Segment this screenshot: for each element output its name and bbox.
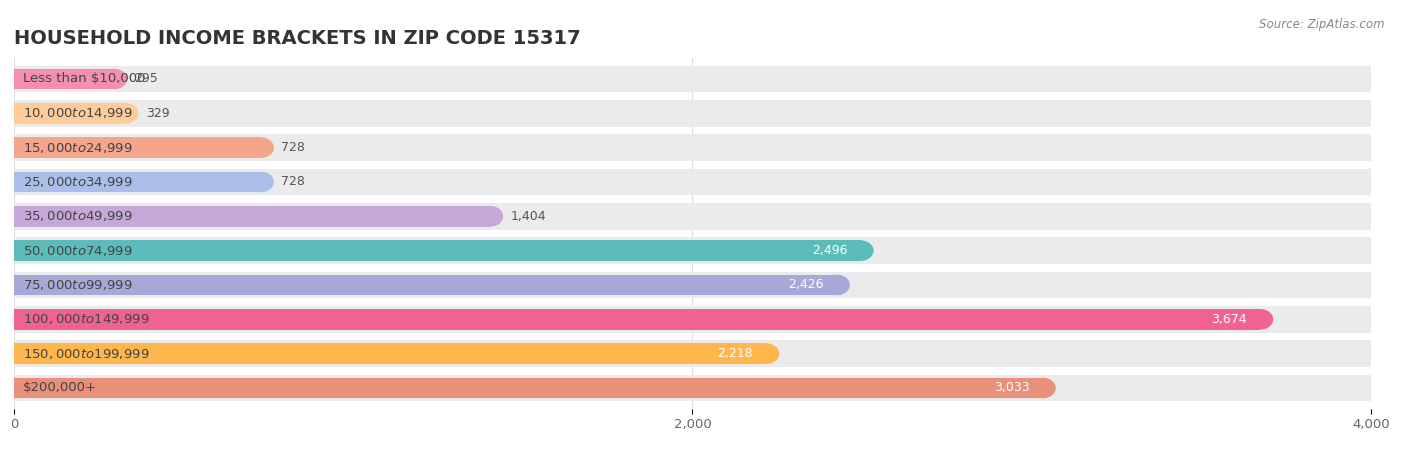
Bar xyxy=(14,203,1371,230)
Ellipse shape xyxy=(1,378,27,398)
Text: 2,218: 2,218 xyxy=(717,347,752,360)
Bar xyxy=(14,172,262,192)
Ellipse shape xyxy=(1,69,27,89)
Ellipse shape xyxy=(0,374,31,401)
Bar xyxy=(14,240,860,261)
Ellipse shape xyxy=(1,137,27,158)
Text: HOUSEHOLD INCOME BRACKETS IN ZIP CODE 15317: HOUSEHOLD INCOME BRACKETS IN ZIP CODE 15… xyxy=(14,30,581,48)
Ellipse shape xyxy=(1,240,27,261)
Bar xyxy=(14,206,491,227)
Ellipse shape xyxy=(247,137,274,158)
Ellipse shape xyxy=(0,100,31,127)
Bar xyxy=(14,343,766,364)
Bar xyxy=(14,378,1043,398)
Text: 2,496: 2,496 xyxy=(811,244,848,257)
Ellipse shape xyxy=(101,69,127,89)
Ellipse shape xyxy=(1247,309,1274,330)
Bar xyxy=(14,137,262,158)
Text: $100,000 to $149,999: $100,000 to $149,999 xyxy=(22,313,149,326)
Text: 295: 295 xyxy=(135,72,159,85)
Ellipse shape xyxy=(0,134,31,161)
Bar xyxy=(14,66,1371,92)
Text: $25,000 to $34,999: $25,000 to $34,999 xyxy=(22,175,132,189)
Ellipse shape xyxy=(1,309,27,330)
Ellipse shape xyxy=(0,306,31,333)
Text: 1,404: 1,404 xyxy=(510,210,547,223)
Ellipse shape xyxy=(478,206,503,227)
Text: Less than $10,000: Less than $10,000 xyxy=(22,72,145,85)
Text: $15,000 to $24,999: $15,000 to $24,999 xyxy=(22,141,132,154)
Bar xyxy=(14,168,1371,195)
Ellipse shape xyxy=(247,172,274,192)
Ellipse shape xyxy=(1354,340,1388,367)
Text: 728: 728 xyxy=(281,141,305,154)
Text: $75,000 to $99,999: $75,000 to $99,999 xyxy=(22,278,132,292)
Bar xyxy=(14,272,1371,299)
Ellipse shape xyxy=(0,168,31,195)
Text: 2,426: 2,426 xyxy=(787,278,824,291)
Bar xyxy=(14,237,1371,264)
Bar xyxy=(14,275,837,295)
Ellipse shape xyxy=(0,66,31,92)
Ellipse shape xyxy=(1354,306,1388,333)
Bar xyxy=(14,100,1371,127)
Text: 329: 329 xyxy=(146,107,170,120)
Text: Source: ZipAtlas.com: Source: ZipAtlas.com xyxy=(1260,18,1385,31)
Ellipse shape xyxy=(1354,237,1388,264)
Text: 3,033: 3,033 xyxy=(994,382,1029,395)
Bar xyxy=(14,134,1371,161)
Ellipse shape xyxy=(0,237,31,264)
Bar xyxy=(14,306,1371,333)
Text: $150,000 to $199,999: $150,000 to $199,999 xyxy=(22,347,149,361)
Ellipse shape xyxy=(0,340,31,367)
Ellipse shape xyxy=(824,275,849,295)
Ellipse shape xyxy=(1,172,27,192)
Ellipse shape xyxy=(848,240,873,261)
Ellipse shape xyxy=(0,203,31,230)
Ellipse shape xyxy=(1031,378,1056,398)
Ellipse shape xyxy=(0,272,31,299)
Ellipse shape xyxy=(1,275,27,295)
Ellipse shape xyxy=(754,343,779,364)
Ellipse shape xyxy=(1,343,27,364)
Ellipse shape xyxy=(1354,66,1388,92)
Ellipse shape xyxy=(1354,100,1388,127)
Ellipse shape xyxy=(1354,168,1388,195)
Ellipse shape xyxy=(112,103,139,123)
Text: $50,000 to $74,999: $50,000 to $74,999 xyxy=(22,244,132,258)
Ellipse shape xyxy=(1,103,27,123)
Text: 728: 728 xyxy=(281,176,305,189)
Bar xyxy=(14,340,1371,367)
Text: 3,674: 3,674 xyxy=(1211,313,1247,326)
Bar xyxy=(14,309,1260,330)
Text: $200,000+: $200,000+ xyxy=(22,382,97,395)
Text: $10,000 to $14,999: $10,000 to $14,999 xyxy=(22,106,132,120)
Bar xyxy=(14,103,125,123)
Ellipse shape xyxy=(1354,134,1388,161)
Text: $35,000 to $49,999: $35,000 to $49,999 xyxy=(22,209,132,223)
Bar xyxy=(14,374,1371,401)
Bar xyxy=(14,69,114,89)
Ellipse shape xyxy=(1,206,27,227)
Ellipse shape xyxy=(1354,272,1388,299)
Ellipse shape xyxy=(1354,203,1388,230)
Ellipse shape xyxy=(1354,374,1388,401)
